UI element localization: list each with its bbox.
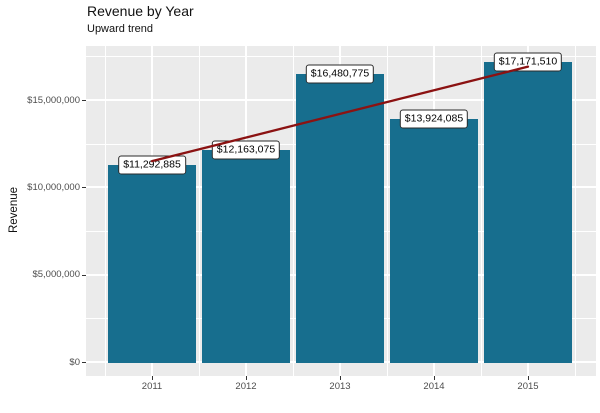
x-minor-gridline [387,46,388,376]
bar-2015 [484,62,572,363]
y-tick-mark [82,100,86,101]
y-tick-label: $10,000,000 [27,181,80,193]
y-tick-label: $15,000,000 [27,94,80,106]
plot-panel [86,46,596,376]
x-tick-mark [527,376,529,380]
y-tick-label: $0 [69,356,80,368]
bar-2012 [202,149,290,363]
x-tick-mark [245,376,247,380]
bar-value-label: $17,171,510 [493,52,563,72]
bar-value-label: $12,163,075 [211,139,281,160]
x-minor-gridline [199,46,200,376]
y-minor-gridline [86,56,596,58]
chart-title: Revenue by Year [87,3,194,19]
y-tick-label: $5,000,000 [32,269,80,281]
x-minor-gridline [481,46,482,376]
x-tick-label: 2015 [517,381,539,392]
x-tick-label: 2012 [235,381,257,392]
bar-2011 [108,164,196,363]
y-tick-mark [82,187,86,189]
x-tick-label: 2011 [141,381,163,392]
bar-value-label: $13,924,085 [399,109,469,129]
bar-value-label: $11,292,885 [118,155,186,175]
x-minor-gridline [105,46,106,376]
y-tick-mark [82,362,86,363]
y-tick-mark [82,274,86,276]
x-tick-mark [339,376,341,380]
bar-2014 [390,118,478,363]
x-minor-gridline [575,46,576,376]
x-tick-label: 2014 [423,381,445,392]
bar-2013 [296,74,384,363]
x-minor-gridline [293,46,294,376]
x-tick-label: 2013 [329,381,351,392]
x-tick-mark [433,376,435,380]
bar-value-label: $16,480,775 [305,64,375,84]
chart-subtitle: Upward trend [87,23,154,35]
x-tick-mark [151,376,153,380]
